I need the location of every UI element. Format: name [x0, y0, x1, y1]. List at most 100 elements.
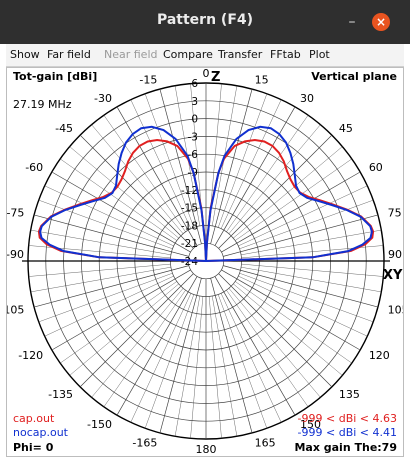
grid-spoke — [51, 269, 191, 351]
grid-spoke — [91, 124, 184, 234]
radial-tick-label: -21 — [181, 238, 198, 250]
grid-spoke — [33, 214, 189, 257]
grid-spoke — [44, 185, 174, 247]
radial-tick-label: -12 — [181, 185, 198, 197]
radial-tick-label: -18 — [181, 220, 198, 232]
angle-tick-label: -45 — [55, 122, 73, 135]
grid-spoke — [235, 281, 352, 364]
menu-transfer[interactable]: Transfer — [218, 48, 263, 61]
menu-near-field: Near field — [104, 48, 158, 61]
grid-spoke — [241, 266, 382, 293]
grid-spoke — [223, 214, 379, 257]
grid-spoke — [208, 296, 222, 439]
close-icon[interactable]: × — [372, 13, 390, 31]
grid-spoke — [130, 293, 192, 423]
angle-tick-label: 150 — [300, 418, 321, 431]
angle-tick-label: -60 — [25, 161, 43, 174]
menu-bar: Show Far field Near field Compare Transf… — [6, 44, 404, 67]
grid-spoke — [159, 88, 202, 244]
grid-spoke — [79, 134, 194, 249]
grid-spoke — [159, 278, 202, 434]
grid-spoke — [241, 263, 384, 277]
title-bar[interactable]: Pattern (F4) – × — [0, 0, 410, 44]
grid-spoke — [190, 296, 204, 439]
radial-tick-label: 6 — [191, 78, 198, 90]
grid-spoke — [210, 88, 253, 244]
legend-cap-name: cap.out — [13, 412, 55, 425]
grid-spoke — [144, 294, 195, 429]
legend-cap-range: -999 < dBi < 4.63 — [297, 412, 397, 425]
grid-spoke — [214, 106, 296, 246]
menu-plot[interactable]: Plot — [309, 48, 330, 61]
phi-label: Phi= 0 — [13, 441, 54, 454]
grid-spoke — [226, 115, 309, 232]
grid-spoke — [38, 199, 173, 250]
angle-tick-label: 135 — [339, 388, 360, 401]
grid-spoke — [218, 134, 333, 249]
max-gain-label: Max gain The:79 — [294, 441, 397, 454]
polar-chart: 0153045607590105120135150165180-165-150-… — [7, 68, 403, 456]
series-nocap-out-left — [39, 125, 207, 262]
radial-tick-label: -15 — [181, 203, 198, 215]
polar-series — [37, 125, 375, 262]
grid-spoke — [235, 158, 352, 241]
grid-spoke — [144, 93, 195, 228]
z-axis-label: Z — [211, 70, 221, 85]
grid-spoke — [239, 272, 374, 323]
minimize-icon[interactable]: – — [348, 14, 356, 30]
plane-label: Vertical plane — [311, 70, 397, 83]
grid-spoke — [220, 293, 282, 423]
grid-spoke — [103, 290, 186, 407]
grid-spoke — [33, 265, 189, 308]
grid-spoke — [30, 266, 171, 293]
radial-tick-label: -24 — [181, 256, 198, 268]
angle-tick-label: 90 — [388, 248, 402, 261]
grid-spoke — [220, 99, 282, 229]
grid-spoke — [103, 115, 186, 232]
xy-axis-label: XY — [383, 268, 403, 283]
grid-spoke — [223, 265, 379, 308]
series-cap-out-right — [205, 138, 375, 262]
frequency-label: 27.19 MHz — [13, 98, 72, 111]
angle-tick-label: -120 — [18, 349, 43, 362]
radial-tick-label: -3 — [188, 131, 198, 143]
grid-spoke — [116, 106, 198, 246]
menu-compare[interactable]: Compare — [163, 48, 213, 61]
radial-tick-label: 0 — [191, 114, 198, 126]
menu-show[interactable]: Show — [10, 48, 40, 61]
grid-spoke — [238, 185, 368, 247]
grid-spoke — [221, 171, 361, 253]
grid-spoke — [221, 269, 361, 351]
angle-tick-label: 165 — [255, 437, 276, 450]
grid-spoke — [60, 281, 177, 364]
series-cap-out-left — [37, 138, 207, 262]
angle-tick-label: -150 — [87, 418, 112, 431]
grid-spoke — [228, 124, 321, 234]
menu-far-field[interactable]: Far field — [47, 48, 91, 61]
grid-spoke — [241, 229, 382, 256]
angle-tick-label: 105 — [388, 304, 403, 317]
angle-tick-label: 120 — [369, 349, 390, 362]
menu-fftab[interactable]: FFtab — [270, 48, 301, 61]
angle-tick-label: -90 — [7, 248, 24, 261]
angle-tick-label: 15 — [255, 73, 269, 86]
grid-spoke — [211, 296, 238, 437]
angle-tick-label: -30 — [94, 92, 112, 105]
grid-spoke — [233, 146, 343, 239]
grid-spoke — [28, 263, 171, 277]
grid-spoke — [116, 276, 198, 416]
angle-tick-label: -75 — [7, 206, 24, 219]
grid-spoke — [69, 146, 179, 239]
grid-spoke — [51, 171, 191, 253]
angle-tick-label: -165 — [132, 437, 157, 450]
radial-tick-label: 3 — [191, 96, 198, 108]
radial-tick-label: -6 — [188, 149, 199, 161]
grid-spoke — [130, 99, 192, 229]
angle-tick-label: 75 — [388, 206, 402, 219]
series-nocap-out-right — [205, 125, 373, 262]
radial-axis-title: Tot-gain [dBi] — [13, 70, 98, 83]
angle-tick-label: -105 — [7, 304, 24, 317]
angle-tick-label: -15 — [139, 73, 157, 86]
grid-spoke — [38, 272, 173, 323]
